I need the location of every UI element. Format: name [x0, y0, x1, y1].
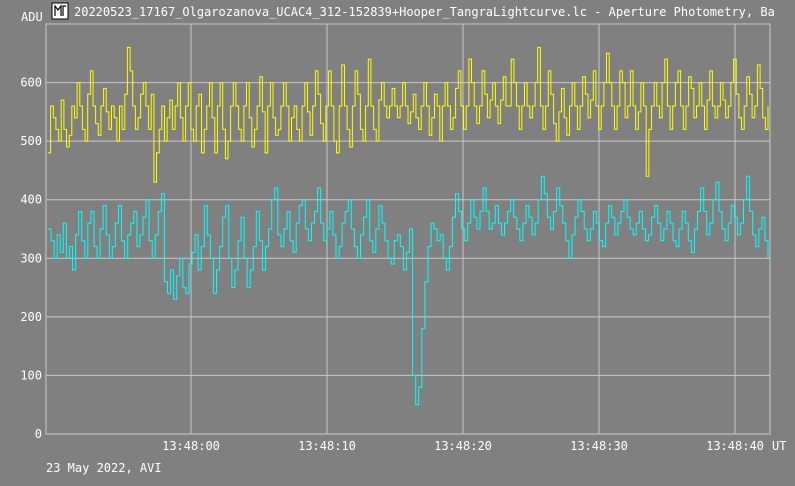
footer-date: 23 May 2022, AVI — [46, 461, 162, 475]
x-tick-labels: 13:48:00 13:48:10 13:48:20 13:48:30 13:48:40 — [162, 439, 764, 453]
x-tick-label: 13:48:10 — [298, 439, 356, 453]
series-line-yellow — [48, 46, 769, 183]
lightcurve-app-icon — [51, 2, 69, 20]
x-tick-label: 13:48:40 — [706, 439, 764, 453]
series-lines — [48, 46, 769, 406]
x-tick-label: 13:48:30 — [570, 439, 628, 453]
y-tick-label: 400 — [20, 193, 42, 207]
y-tick-label: 0 — [35, 427, 42, 441]
y-tick-label: 100 — [20, 368, 42, 382]
y-axis-label: ADU — [21, 10, 43, 24]
window-title: 20220523_17167_Olgarozanova_UCAC4_312-15… — [74, 5, 775, 19]
series-line-cyan — [48, 175, 769, 406]
y-tick-labels: 0 100 200 300 400 500 600 — [20, 76, 42, 441]
x-tick-label: 13:48:20 — [434, 439, 492, 453]
y-tick-label: 500 — [20, 134, 42, 148]
x-tick-label: 13:48:00 — [162, 439, 220, 453]
y-tick-label: 600 — [20, 76, 42, 90]
y-tick-label: 300 — [20, 251, 42, 265]
x-axis-label: UT — [772, 439, 786, 453]
plot-border — [45, 23, 771, 435]
grid — [45, 23, 771, 435]
y-tick-label: 200 — [20, 310, 42, 324]
